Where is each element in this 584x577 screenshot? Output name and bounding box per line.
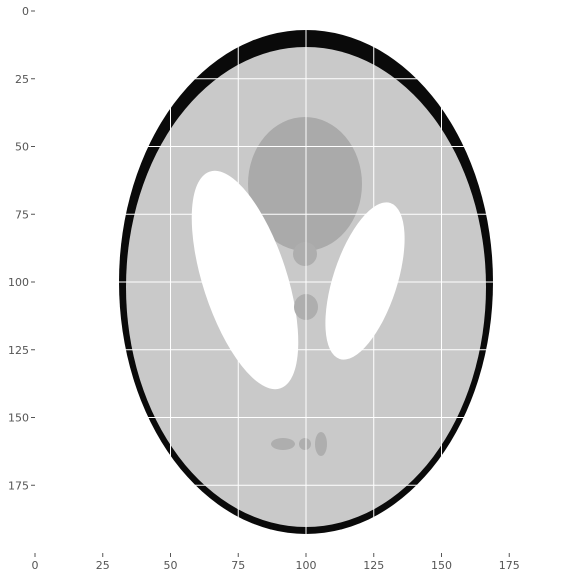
y-tick-label-100: 100: [8, 276, 29, 289]
y-tick-label-150: 150: [8, 412, 29, 425]
x-tick-label-150: 150: [431, 559, 452, 572]
small-blob-upper: [293, 242, 317, 266]
y-tick-label-75: 75: [15, 208, 29, 221]
y-tick-label-25: 25: [15, 73, 29, 86]
y-axis-ticks: 0 25 50 75 100 125 150 175: [8, 5, 35, 492]
x-axis-ticks: 0 25 50 75 100 125 150 175: [32, 553, 520, 572]
small-blob-lower-center: [299, 438, 311, 450]
x-tick-label-50: 50: [164, 559, 178, 572]
x-tick-label-175: 175: [499, 559, 520, 572]
y-tick-label-125: 125: [8, 344, 29, 357]
y-tick-label-175: 175: [8, 479, 29, 492]
small-blob-lower-right: [315, 432, 327, 456]
x-tick-label-75: 75: [231, 559, 245, 572]
x-tick-label-0: 0: [32, 559, 39, 572]
x-tick-label-100: 100: [296, 559, 317, 572]
y-tick-label-0: 0: [22, 5, 29, 18]
y-tick-label-50: 50: [15, 141, 29, 154]
small-blob-lower-left: [271, 438, 295, 450]
x-tick-label-25: 25: [96, 559, 110, 572]
x-tick-label-125: 125: [363, 559, 384, 572]
